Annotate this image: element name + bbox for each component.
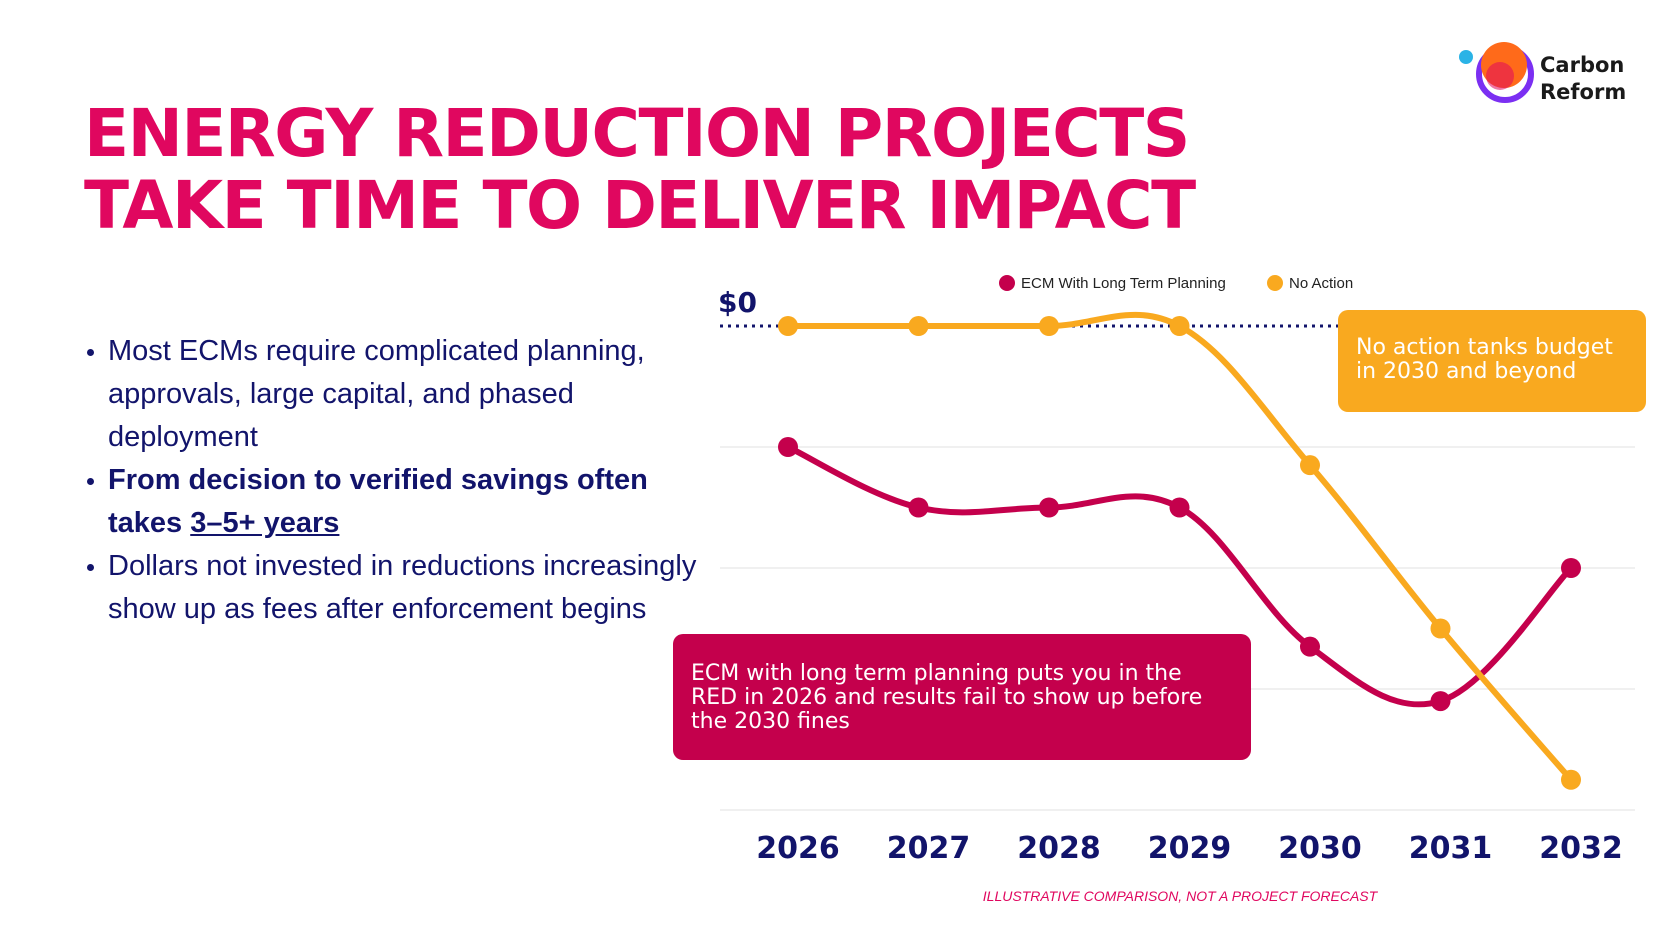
series-1-point-2031 <box>1430 691 1451 712</box>
no-action-callout: No action tanks budget in 2030 and beyon… <box>1338 310 1646 412</box>
series-1-point-2029 <box>1169 497 1190 518</box>
x-tick-label-2026: 2026 <box>756 831 840 866</box>
bullet-1-text: Most ECMs require complicated planning, … <box>108 335 645 453</box>
title-line-1: ENERGY REDUCTION PROJECTS <box>84 95 1190 172</box>
series-2-point-2029 <box>1169 316 1190 336</box>
x-tick-label-2032: 2032 <box>1539 831 1623 866</box>
bullet-item-1: Most ECMs require complicated planning, … <box>84 330 704 459</box>
zero-label: $0 <box>718 286 757 319</box>
series-1-point-2032 <box>1561 558 1581 578</box>
series-2-point-2032 <box>1561 769 1581 790</box>
bullet-item-2: From decision to verified savings often … <box>84 459 704 545</box>
series-1-point-2026 <box>778 437 798 457</box>
logo-line-1: Carbon <box>1540 53 1625 77</box>
legend-marker-1 <box>999 275 1015 291</box>
x-tick-label-2028: 2028 <box>1017 831 1101 866</box>
page-title: ENERGY REDUCTION PROJECTS TAKE TIME TO D… <box>84 98 1384 242</box>
x-tick-label-2029: 2029 <box>1148 831 1232 866</box>
logo-line-2: Reform <box>1540 80 1627 104</box>
x-tick-label-2027: 2027 <box>887 831 971 866</box>
legend-label-1: ECM With Long Term Planning <box>1021 275 1226 292</box>
series-2-point-2031 <box>1430 618 1451 639</box>
bullet-3-text: Dollars not invested in reductions incre… <box>108 550 697 625</box>
series-1-point-2028 <box>1039 497 1059 518</box>
series-1-point-2027 <box>908 497 929 518</box>
carbon-reform-logo-icon <box>1459 42 1534 103</box>
bullet-list: Most ECMs require complicated planning, … <box>84 330 704 631</box>
series-2-point-2027 <box>908 316 929 336</box>
series-1-point-2030 <box>1300 636 1320 657</box>
bullet-2-emphasis: 3–5+ years <box>190 507 340 539</box>
bullet-2-text: From decision to verified savings often … <box>108 464 648 539</box>
series-2-point-2030 <box>1300 455 1320 476</box>
x-tick-label-2031: 2031 <box>1409 831 1493 866</box>
series-2-point-2028 <box>1039 316 1059 336</box>
bullet-item-3: Dollars not invested in reductions incre… <box>84 545 704 631</box>
carbon-reform-logo: Carbon Reform <box>1458 36 1638 116</box>
legend-marker-2 <box>1267 275 1283 291</box>
x-tick-label-2030: 2030 <box>1278 831 1362 866</box>
logo-wordmark: Carbon Reform <box>1540 52 1626 106</box>
chart-footnote: ILLUSTRATIVE COMPARISON, NOT A PROJECT F… <box>982 888 1378 904</box>
title-line-2: TAKE TIME TO DELIVER IMPACT <box>84 167 1196 244</box>
ecm-callout: ECM with long term planning puts you in … <box>673 634 1251 760</box>
legend-label-2: No Action <box>1289 275 1353 292</box>
series-2-point-2026 <box>778 316 798 336</box>
